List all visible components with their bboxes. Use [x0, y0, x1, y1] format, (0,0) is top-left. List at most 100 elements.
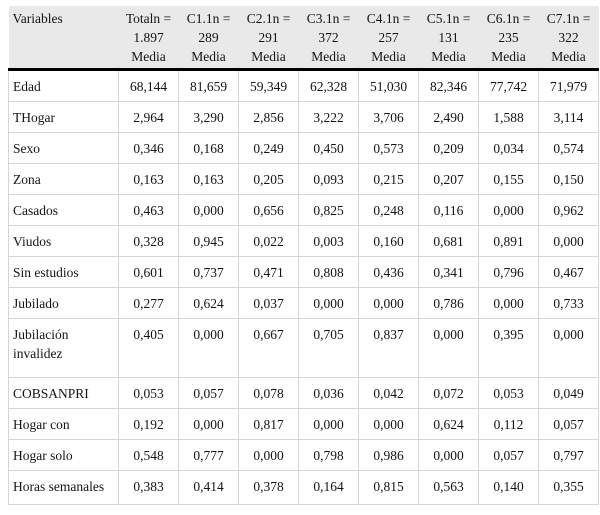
cell-value: 0,786	[418, 287, 479, 319]
row-label: THogar	[8, 101, 119, 133]
column-header: C4.1n = 257 Media	[358, 6, 419, 71]
cell-value: 0,053	[478, 377, 539, 409]
cell-value: 71,979	[538, 69, 599, 102]
cell-value: 0,777	[178, 439, 239, 471]
cell-value: 0,450	[298, 132, 359, 164]
table-row: Casados 0,463 0,000 0,656 0,825 0,248 0,116 0,0…	[8, 194, 599, 226]
cell-value: 0,574	[538, 132, 599, 164]
row-label: Viudos	[8, 225, 119, 257]
column-title: C6.1n =	[486, 11, 531, 26]
table-row: THogar 2,964 3,290 2,856 3,222 3,706 2,490 1,58…	[8, 101, 599, 133]
variables-column-header: Variables	[8, 6, 119, 71]
cell-value: 0,548	[118, 439, 179, 471]
table-row: Edad 68,144 81,659 59,349 62,328 51,030 82,346…	[8, 69, 599, 102]
cell-value: 0,817	[238, 408, 299, 440]
column-title: C1.1n =	[186, 11, 231, 26]
cell-value: 2,964	[118, 101, 179, 133]
column-header: C1.1n = 289 Media	[178, 6, 239, 71]
cell-value: 0,000	[298, 287, 359, 319]
column-n: 235	[498, 30, 519, 45]
cell-value: 3,706	[358, 101, 419, 133]
cell-value: 0,049	[538, 377, 599, 409]
row-label: Sin estudios	[8, 256, 119, 288]
column-title: C2.1n =	[246, 11, 291, 26]
column-title: C5.1n =	[426, 11, 471, 26]
column-n: 322	[558, 30, 579, 45]
cell-value: 0,624	[418, 408, 479, 440]
cell-value: 0,436	[358, 256, 419, 288]
column-stat-label: Media	[551, 49, 586, 64]
column-stat-label: Media	[131, 49, 166, 64]
cell-value: 0,328	[118, 225, 179, 257]
cell-value: 0,034	[478, 132, 539, 164]
cell-value: 0,078	[238, 377, 299, 409]
column-stat-label: Media	[371, 49, 406, 64]
cell-value: 0,471	[238, 256, 299, 288]
cell-value: 0,815	[358, 470, 419, 505]
table-body: Edad 68,144 81,659 59,349 62,328 51,030 82,346…	[8, 69, 599, 505]
cell-value: 0,000	[538, 318, 599, 378]
cell-value: 0,414	[178, 470, 239, 505]
cell-value: 77,742	[478, 69, 539, 102]
cell-value: 0,168	[178, 132, 239, 164]
row-label: Edad	[8, 69, 119, 102]
cell-value: 0,163	[118, 163, 179, 195]
cell-value: 0,215	[358, 163, 419, 195]
cell-value: 82,346	[418, 69, 479, 102]
cell-value: 3,114	[538, 101, 599, 133]
cell-value: 0,057	[178, 377, 239, 409]
table-row: Hogar con 0,192 0,000 0,817 0,000 0,000 0,624 0…	[8, 408, 599, 440]
cell-value: 0,705	[298, 318, 359, 378]
cell-value: 0,945	[178, 225, 239, 257]
cell-value: 0,093	[298, 163, 359, 195]
column-n: 1.897	[133, 30, 164, 45]
table-row: Sin estudios 0,601 0,737 0,471 0,808 0,436 0,3…	[8, 256, 599, 288]
table-row: Sexo 0,346 0,168 0,249 0,450 0,573 0,209 0,034 0…	[8, 132, 599, 164]
cell-value: 0,797	[538, 439, 599, 471]
cell-value: 0,737	[178, 256, 239, 288]
cell-value: 0,463	[118, 194, 179, 226]
row-label: Horas semanales	[8, 470, 119, 505]
cell-value: 0,163	[178, 163, 239, 195]
cell-value: 0,209	[418, 132, 479, 164]
cell-value: 0,573	[358, 132, 419, 164]
cell-value: 0,155	[478, 163, 539, 195]
cell-value: 0,140	[478, 470, 539, 505]
table-row: Jubilado 0,277 0,624 0,037 0,000 0,000 0,786 0,…	[8, 287, 599, 319]
column-title: C3.1n =	[306, 11, 351, 26]
cell-value: 62,328	[298, 69, 359, 102]
header-row: Variables Totaln = 1.897 Media C1.1n = 289 Me…	[8, 6, 599, 71]
cell-value: 3,290	[178, 101, 239, 133]
column-header: C6.1n = 235 Media	[478, 6, 539, 71]
cell-value: 0,036	[298, 377, 359, 409]
cell-value: 0,053	[118, 377, 179, 409]
cell-value: 0,000	[538, 225, 599, 257]
cell-value: 0,277	[118, 287, 179, 319]
cell-value: 0,000	[238, 439, 299, 471]
cell-value: 0,405	[118, 318, 179, 378]
column-n: 257	[378, 30, 399, 45]
cell-value: 0,000	[178, 194, 239, 226]
table-row: Zona 0,163 0,163 0,205 0,093 0,215 0,207 0,155 0…	[8, 163, 599, 195]
cell-value: 51,030	[358, 69, 419, 102]
cell-value: 0,037	[238, 287, 299, 319]
cell-value: 59,349	[238, 69, 299, 102]
row-label: Jubilado	[8, 287, 119, 319]
cell-value: 0,355	[538, 470, 599, 505]
column-header: Totaln = 1.897 Media	[118, 6, 179, 71]
cell-value: 0,733	[538, 287, 599, 319]
column-stat-label: Media	[191, 49, 226, 64]
column-header: C5.1n = 131 Media	[418, 6, 479, 71]
cell-value: 81,659	[178, 69, 239, 102]
cell-value: 0,160	[358, 225, 419, 257]
column-stat-label: Media	[491, 49, 526, 64]
cluster-means-table: Variables Totaln = 1.897 Media C1.1n = 289 Me…	[8, 6, 599, 505]
cell-value: 0,000	[478, 287, 539, 319]
column-title: C4.1n =	[366, 11, 411, 26]
cell-value: 0,003	[298, 225, 359, 257]
cell-value: 0,000	[178, 408, 239, 440]
cell-value: 0,205	[238, 163, 299, 195]
cell-value: 0,072	[418, 377, 479, 409]
cell-value: 0,000	[418, 439, 479, 471]
